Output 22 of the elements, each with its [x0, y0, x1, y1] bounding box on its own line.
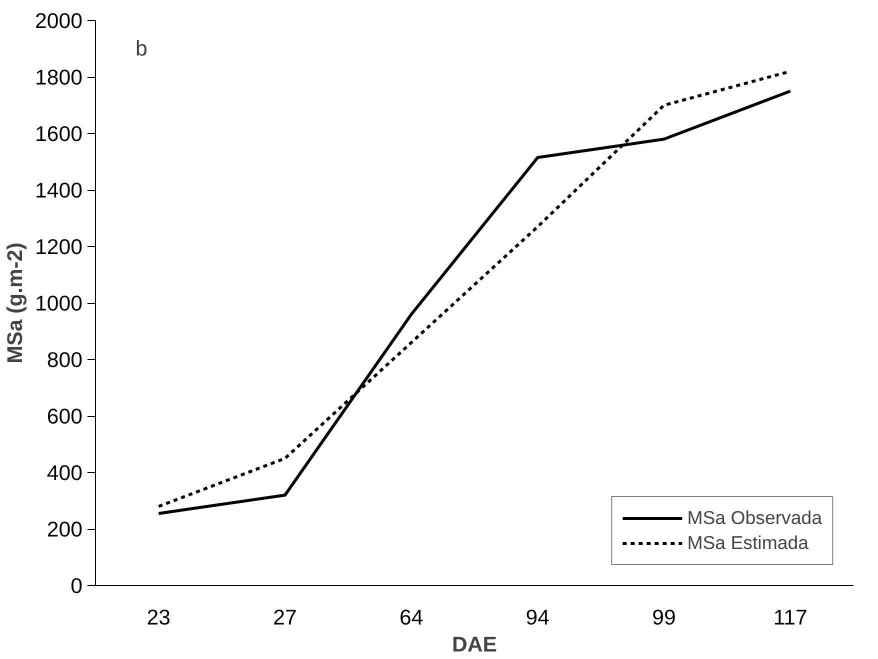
x-tick-label: 23: [146, 606, 171, 630]
y-tick-label: 2000: [35, 9, 83, 33]
x-tick-label: 94: [526, 606, 550, 630]
legend-label: MSa Estimada: [687, 532, 808, 554]
x-axis-title: DAE: [452, 632, 498, 656]
y-tick-label: 800: [46, 348, 83, 372]
x-tick-label: 64: [399, 606, 424, 630]
y-tick-label: 600: [46, 404, 83, 428]
legend-label: MSa Observada: [687, 507, 822, 529]
y-tick-label: 400: [46, 461, 83, 485]
y-tick-label: 1200: [35, 235, 83, 259]
x-tick-label: 27: [273, 606, 297, 630]
y-tick-label: 1800: [35, 66, 83, 90]
annotation: b: [136, 36, 148, 60]
y-tick-label: 1600: [35, 122, 83, 146]
y-tick-label: 1000: [35, 292, 83, 316]
x-tick-label: 99: [652, 606, 676, 630]
y-tick-label: 200: [46, 518, 83, 542]
x-tick-label: 117: [773, 606, 808, 630]
y-tick-label: 1400: [35, 178, 83, 202]
y-axis-title: MSa (g.m-2): [3, 242, 28, 364]
y-tick-label: 0: [70, 574, 83, 598]
